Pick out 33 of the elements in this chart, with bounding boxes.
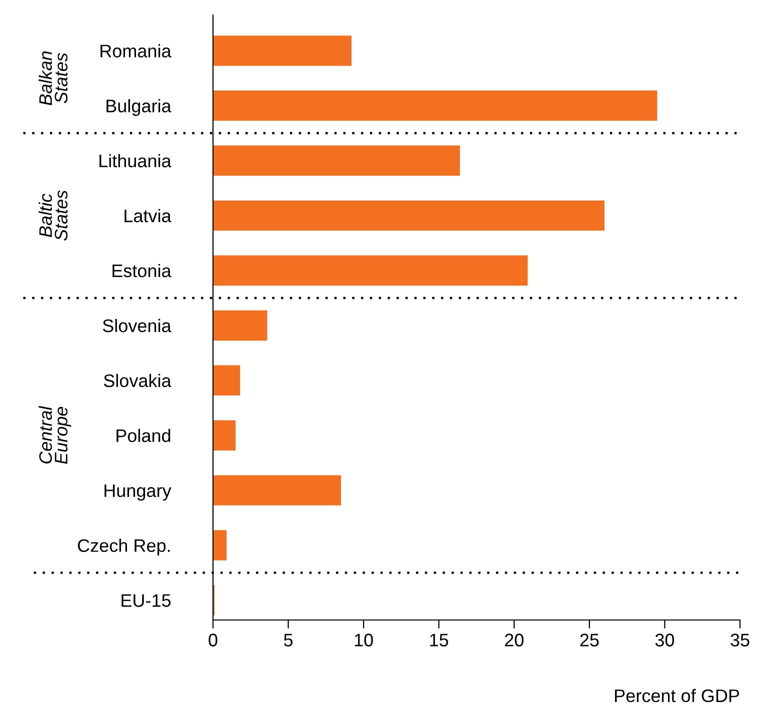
y-tick-label: Poland [116, 428, 170, 442]
x-tick-label: 30 [655, 634, 674, 646]
bar [213, 90, 658, 121]
y-tick-label: Czech Rep. [78, 538, 170, 556]
y-tick-label: Hungary [104, 484, 172, 501]
x-tick-label: 35 [730, 634, 750, 646]
text: Central Europe [38, 406, 72, 464]
bar [213, 310, 268, 341]
y-tick-label: EU-15 [122, 594, 171, 607]
x-tick-label: 15 [430, 634, 448, 646]
bar [213, 530, 227, 560]
y-tick-label: Slovakia [104, 374, 172, 388]
bar [213, 475, 341, 506]
bar [213, 365, 240, 396]
bar [213, 200, 604, 231]
x-axis-title: Percent of GDP [615, 688, 740, 702]
x-tick-label: 25 [580, 634, 599, 646]
y-tick-label: Romania [100, 44, 172, 58]
x-tick-label: 20 [505, 634, 524, 646]
bar [213, 420, 236, 450]
x-tick-label: 0 [208, 634, 218, 646]
y-tick-label: Bulgaria [106, 99, 172, 116]
bar [213, 146, 460, 176]
x-tick-label: 10 [354, 634, 373, 646]
bar [213, 36, 352, 66]
bar [213, 255, 528, 286]
x-tick-label: 5 [284, 634, 293, 646]
text: Baltic States [38, 190, 68, 241]
text: Balkan States [38, 51, 68, 106]
y-tick-label: Latvia [124, 209, 172, 222]
y-tick-label: Lithuania [100, 154, 172, 168]
y-tick-label: Slovenia [102, 318, 172, 332]
y-tick-label: Estonia [112, 264, 172, 278]
